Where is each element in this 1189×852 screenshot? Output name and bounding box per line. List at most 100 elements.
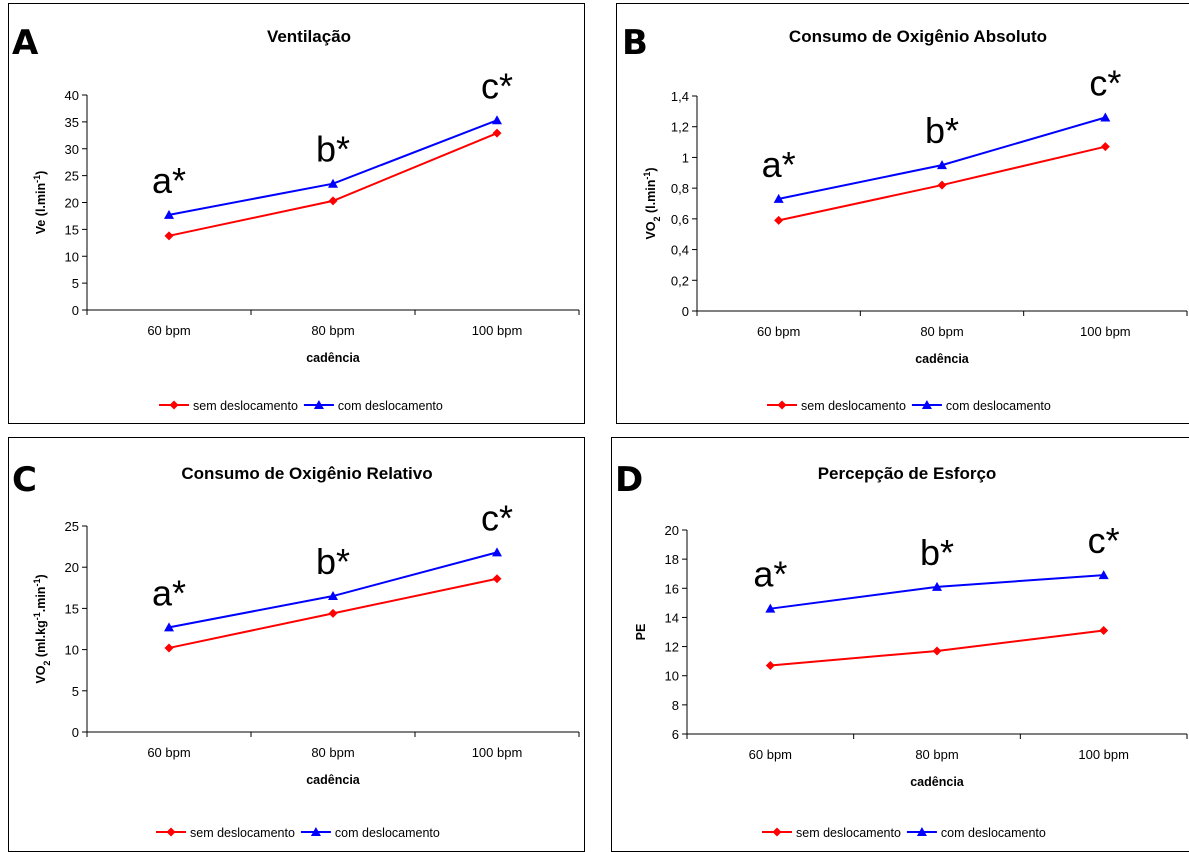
chart-b-xtick-label: 100 bpm [1080, 324, 1131, 339]
chart-a-series-1-point [492, 115, 502, 125]
chart-b-annotation: b* [925, 110, 959, 151]
chart-b-x-axis-title: cadência [915, 352, 970, 366]
chart-c-ytick-label: 20 [65, 560, 79, 575]
chart-b-ytick-label: 0,2 [671, 273, 689, 288]
chart-a-ytick-label: 10 [65, 249, 79, 264]
chart-b-svg: B Consumo de Oxigênio Absoluto 0 0,2 0,4 0,6 0… [622, 23, 1188, 413]
chart-b-series-1-point [1100, 112, 1111, 122]
chart-a-title: Ventilação [267, 27, 351, 46]
chart-b-title: Consumo de Oxigênio Absoluto [789, 27, 1047, 46]
chart-d-ytick-label: 16 [665, 581, 679, 596]
chart-a-ytick-label: 25 [65, 169, 79, 184]
chart-a-x-axis-title: cadência [306, 351, 361, 365]
chart-b-legend-label-1: com deslocamento [946, 399, 1051, 413]
chart-d-legend-marker-1 [916, 827, 927, 836]
chart-b-ytick-label: 1,4 [671, 89, 689, 104]
chart-d-title: Percepção de Esforço [818, 464, 997, 483]
chart-b-panel-letter: B [622, 23, 648, 63]
chart-d-svg: D Percepção de Esforço 6 8 10 12 14 16 18 20 60 bp… [615, 460, 1188, 840]
chart-b-series-0-point [774, 215, 784, 225]
chart-a-annotation: b* [316, 129, 350, 170]
chart-d-annotation: c* [1088, 520, 1120, 561]
chart-a-series-0-point [492, 128, 502, 138]
chart-b-legend-marker-0 [777, 400, 787, 410]
chart-panel-d: D Percepção de Esforço 6 8 10 12 14 16 18 20 60 bp… [611, 437, 1189, 852]
chart-a-xtick-label: 100 bpm [472, 323, 523, 338]
chart-d-ytick-label: 8 [672, 698, 679, 713]
chart-c-series-0-point [164, 643, 174, 653]
chart-a-xtick-label: 60 bpm [147, 323, 190, 338]
chart-d-series-1-point [1098, 570, 1109, 580]
chart-c-series-1-point [492, 547, 502, 557]
chart-a-legend-marker-0 [169, 400, 179, 410]
chart-c-ytick-label: 25 [65, 519, 79, 534]
chart-c-annotation: a* [152, 572, 186, 613]
chart-b-ytick-label: 0 [682, 304, 689, 319]
chart-b-xtick-label: 80 bpm [920, 324, 963, 339]
chart-b-y-axis-title: VO2 (l.min-1) [642, 167, 662, 239]
chart-c-legend-label-0: sem deslocamento [190, 826, 295, 840]
chart-a-series-1-point [164, 209, 174, 219]
chart-a-ytick-label: 5 [72, 276, 79, 291]
chart-c-y-axis-title: VO2 (ml.kg-1.min-1) [32, 574, 52, 683]
chart-c-ytick-label: 5 [72, 684, 79, 699]
chart-b-ytick-label: 0,8 [671, 181, 689, 196]
chart-c-panel-letter: C [12, 460, 37, 500]
chart-c-ytick-label: 10 [65, 643, 79, 658]
chart-d-series-line-1 [770, 574, 1104, 610]
chart-c-legend-label-1: com deslocamento [335, 826, 440, 840]
chart-a-ytick-label: 40 [65, 88, 79, 103]
chart-a-annotation: c* [481, 65, 513, 106]
chart-d-x-axis-title: cadência [910, 775, 965, 789]
chart-a-ytick-label: 15 [65, 222, 79, 237]
chart-a-ytick-label: 0 [72, 303, 79, 318]
chart-a-xtick-label: 80 bpm [311, 323, 354, 338]
chart-d-series-1-point [932, 581, 942, 591]
chart-d-panel-letter: D [615, 460, 643, 500]
chart-d-legend-marker-0 [772, 827, 782, 837]
chart-a-ytick-label: 20 [65, 196, 79, 211]
chart-d-xtick-label: 60 bpm [749, 747, 792, 762]
chart-c-series-1-point [164, 622, 174, 632]
chart-d-ytick-label: 14 [665, 610, 679, 625]
chart-b-series-0-point [937, 180, 947, 190]
chart-a-series-0-point [328, 196, 338, 206]
chart-c-legend-marker-1 [310, 827, 321, 836]
chart-c-series-1-point [328, 591, 338, 601]
chart-b-annotation: c* [1089, 63, 1121, 104]
chart-b-ytick-label: 1,2 [671, 120, 689, 135]
chart-a-ytick-label: 30 [65, 142, 79, 157]
chart-c-xtick-label: 60 bpm [147, 745, 190, 760]
chart-d-annotation: b* [920, 532, 954, 573]
chart-c-series-0-point [492, 574, 502, 584]
chart-d-xtick-label: 80 bpm [915, 747, 958, 762]
chart-d-ytick-label: 18 [665, 552, 679, 567]
chart-d-ytick-label: 12 [665, 640, 679, 655]
chart-c-ytick-label: 0 [72, 725, 79, 740]
chart-a-series-0-point [164, 231, 174, 241]
chart-c-svg: C Consumo de Oxigênio Relativo 0 5 10 15 20 25 6… [12, 460, 580, 840]
chart-c-series-0-point [328, 608, 338, 618]
chart-c-legend-marker-0 [166, 827, 176, 837]
chart-b-ytick-label: 1 [682, 150, 689, 165]
chart-d-y-axis-title: PE [634, 624, 648, 641]
chart-b-annotation: a* [762, 144, 796, 185]
chart-a-y-axis-title: Ve (l.min-1) [32, 171, 48, 235]
chart-c-x-axis-title: cadência [306, 773, 361, 787]
chart-c-annotation: c* [481, 497, 513, 538]
chart-a-svg: A Ventilação 0 5 10 15 20 25 30 35 40 60 bpm 80 bpm 1… [12, 23, 580, 413]
chart-d-series-1-point [765, 603, 776, 613]
chart-b-series-0-point [1100, 142, 1110, 152]
chart-b-series-1-point [773, 193, 784, 203]
chart-b-ytick-label: 0,4 [671, 243, 689, 258]
chart-d-annotation: a* [753, 554, 787, 595]
chart-d-xtick-label: 100 bpm [1078, 747, 1129, 762]
chart-panel-b: B Consumo de Oxigênio Absoluto 0 0,2 0,4 0,6 0… [616, 3, 1189, 424]
chart-d-legend-label-0: sem deslocamento [796, 826, 901, 840]
chart-b-legend-label-0: sem deslocamento [801, 399, 906, 413]
chart-c-annotation: b* [316, 541, 350, 582]
chart-b-series-1-point [937, 160, 947, 170]
chart-panel-c: C Consumo de Oxigênio Relativo 0 5 10 15 20 25 6… [8, 437, 585, 852]
chart-c-ytick-label: 15 [65, 601, 79, 616]
chart-a-legend-marker-1 [313, 400, 324, 409]
